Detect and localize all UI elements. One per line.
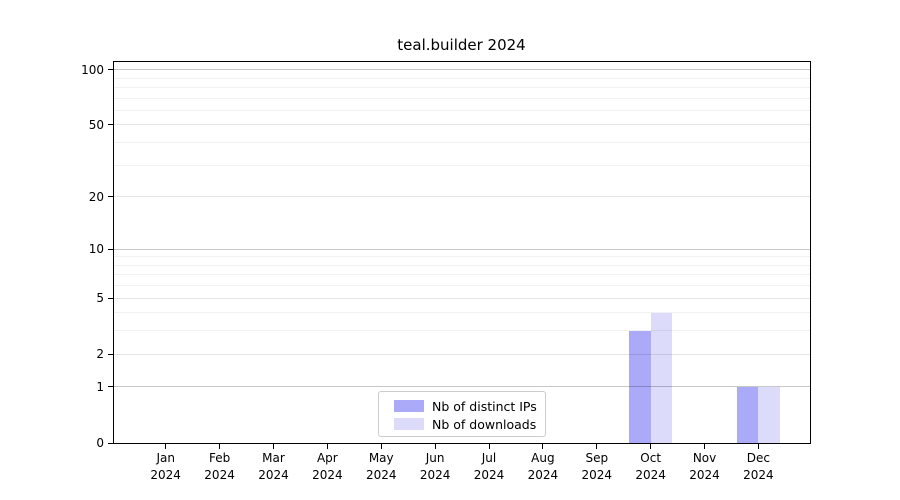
x-tick-year: 2024	[365, 468, 397, 482]
gridline-y-30	[114, 164, 810, 166]
x-tick-mark-oct	[650, 444, 652, 449]
x-tick-month: Aug	[531, 451, 555, 465]
y-tick-mark-50	[108, 124, 113, 126]
x-tick-mark-aug	[542, 444, 544, 449]
x-tick-month: Mar	[262, 451, 285, 465]
x-tick-mark-jun	[434, 444, 436, 449]
y-tick-mark-1	[108, 386, 113, 388]
x-tick-label-oct: Oct 2024	[619, 450, 683, 484]
gridline-y-2	[114, 353, 810, 355]
y-tick-label-10: 10	[88, 242, 104, 256]
x-tick-label-mar: Mar 2024	[241, 450, 305, 484]
x-tick-month: Apr	[316, 451, 338, 465]
x-tick-mark-sep	[596, 444, 598, 449]
bar-dec-downloads	[758, 386, 781, 443]
y-tick-mark-2	[108, 353, 113, 355]
bar-oct-downloads	[650, 312, 673, 443]
x-tick-year: 2024	[258, 468, 289, 482]
x-tick-label-aug: Aug 2024	[511, 450, 575, 484]
legend: Nb of distinct IPs Nb of downloads	[378, 391, 546, 437]
x-tick-month: Sep	[585, 451, 609, 465]
gridline-y-100	[114, 69, 810, 71]
gridline-y-7	[114, 274, 810, 276]
x-tick-month: Jul	[481, 451, 497, 465]
x-tick-year: 2024	[581, 468, 613, 482]
x-tick-year: 2024	[150, 468, 181, 482]
gridline-y-4	[114, 312, 810, 314]
x-tick-month: Oct	[640, 451, 662, 465]
legend-swatch-distinct-ips	[394, 400, 424, 412]
x-tick-label-jan: Jan 2024	[134, 450, 198, 484]
x-tick-month: Feb	[208, 451, 231, 465]
x-tick-label-may: May 2024	[349, 450, 413, 484]
bars-layer	[114, 62, 810, 443]
x-tick-mark-nov	[704, 444, 706, 449]
gridline-y-80	[114, 86, 810, 88]
gridline-y-90	[114, 77, 810, 79]
y-tick-label-20: 20	[88, 189, 104, 204]
legend-label-downloads: Nb of downloads	[432, 416, 537, 432]
gridline-y-40	[114, 142, 810, 144]
y-tick-label-1: 1	[96, 379, 104, 394]
gridline-y-70	[114, 97, 810, 99]
x-tick-mark-dec	[757, 444, 759, 449]
x-tick-year: 2024	[312, 468, 343, 482]
x-tick-label-jul: Jul 2024	[457, 450, 521, 484]
y-tick-label-100: 100	[81, 62, 104, 77]
y-tick-mark-0	[108, 442, 113, 444]
chart-title: teal.builder 2024	[397, 36, 526, 54]
bar-oct-distinct-ips	[628, 330, 651, 443]
gridline-y-8	[114, 264, 810, 266]
gridline-y-10	[114, 248, 810, 250]
y-tick-label-5: 5	[96, 291, 104, 306]
y-tick-mark-5	[108, 297, 113, 299]
x-tick-year: 2024	[204, 468, 235, 482]
x-tick-mark-jan	[165, 444, 167, 449]
y-tick-label-2: 2	[96, 347, 104, 362]
x-tick-mark-mar	[272, 444, 274, 449]
x-tick-label-feb: Feb 2024	[188, 450, 252, 484]
legend-label-distinct-ips: Nb of distinct IPs	[432, 398, 537, 414]
x-tick-label-nov: Nov 2024	[673, 450, 737, 484]
x-tick-month: Jun	[425, 451, 445, 465]
gridline-y-3	[114, 330, 810, 332]
x-tick-year: 2024	[635, 468, 666, 482]
bar-dec-distinct-ips	[736, 386, 759, 443]
x-tick-year: 2024	[473, 468, 505, 482]
gridline-y-60	[114, 109, 810, 111]
legend-item-downloads: Nb of downloads	[379, 415, 545, 433]
x-tick-mark-jul	[488, 444, 490, 449]
x-tick-label-apr: Apr 2024	[295, 450, 359, 484]
gridlines-layer	[114, 62, 810, 443]
gridline-y-6	[114, 285, 810, 287]
gridline-y-5	[114, 297, 810, 299]
gridline-y-1	[114, 386, 810, 388]
x-tick-month: Jan	[156, 451, 175, 465]
x-tick-label-jun: Jun 2024	[403, 450, 467, 484]
x-tick-month: May	[368, 451, 394, 465]
y-tick-label-0: 0	[96, 436, 104, 450]
x-tick-label-dec: Dec 2024	[726, 450, 790, 484]
legend-swatch-downloads	[394, 418, 424, 430]
x-tick-year: 2024	[419, 468, 451, 482]
x-tick-mark-feb	[219, 444, 221, 449]
y-tick-mark-100	[108, 69, 113, 71]
x-tick-month: Dec	[746, 451, 771, 465]
y-tick-label-50: 50	[88, 117, 104, 132]
plot-area	[113, 61, 811, 444]
x-tick-year: 2024	[743, 468, 774, 482]
gridline-y-50	[114, 124, 810, 126]
x-tick-year: 2024	[527, 468, 559, 482]
y-tick-mark-20	[108, 196, 113, 198]
y-tick-mark-10	[108, 248, 113, 250]
x-tick-year: 2024	[689, 468, 720, 482]
gridline-y-9	[114, 256, 810, 258]
x-tick-month: Nov	[692, 451, 717, 465]
x-tick-mark-apr	[326, 444, 328, 449]
legend-item-distinct-ips: Nb of distinct IPs	[379, 397, 545, 415]
x-tick-label-sep: Sep 2024	[565, 450, 629, 484]
gridline-y-20	[114, 196, 810, 198]
x-tick-mark-may	[380, 444, 382, 449]
